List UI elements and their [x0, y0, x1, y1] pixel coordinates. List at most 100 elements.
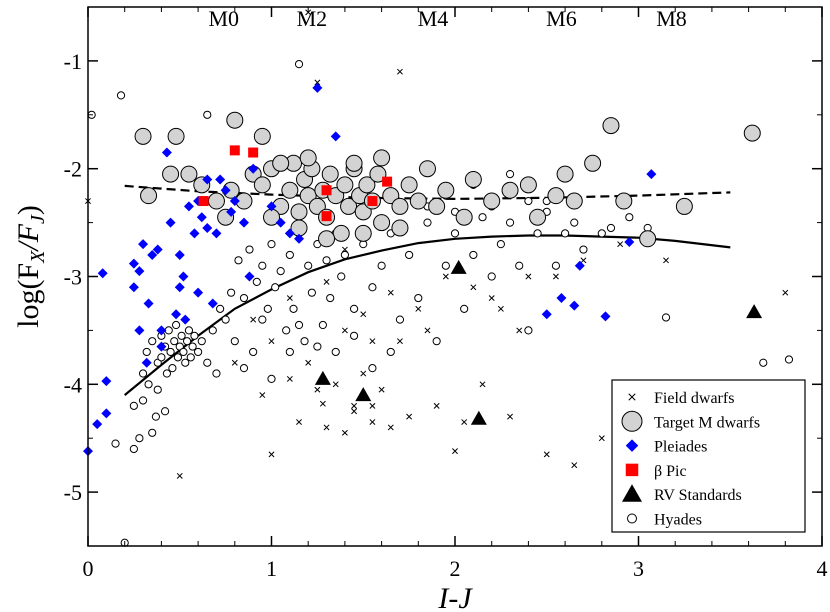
- spectral-type-labels: M0 M2 M4 M6 M8: [209, 6, 687, 31]
- data-point: [409, 192, 427, 210]
- data-point: [570, 218, 579, 227]
- data-point: [153, 385, 162, 394]
- data-point: [358, 176, 376, 194]
- y-axis-title-mid: /F: [12, 223, 45, 252]
- y-axis-title: log(FX/FJ): [12, 205, 49, 328]
- data-point: [524, 196, 533, 206]
- data-point: [173, 353, 183, 362]
- data-point: [639, 230, 657, 248]
- data-points: [83, 9, 794, 547]
- legend-label: Field dwarfs: [654, 390, 734, 407]
- data-point: [349, 304, 359, 313]
- data-point: [305, 359, 312, 366]
- data-point: [341, 246, 348, 253]
- data-point: [584, 154, 602, 172]
- data-point: [249, 347, 258, 357]
- data-point: [464, 170, 482, 188]
- data-point: [602, 117, 620, 135]
- data-point: [198, 196, 209, 207]
- data-point: [227, 288, 236, 297]
- data-point: [556, 293, 567, 304]
- data-point: [258, 315, 267, 324]
- data-point: [442, 273, 449, 280]
- data-point: [152, 244, 163, 255]
- data-point: [571, 462, 578, 469]
- data-point: [116, 91, 126, 100]
- data-point: [400, 176, 418, 194]
- data-point: [351, 408, 358, 415]
- data-point: [142, 347, 151, 357]
- series-target-m-dwarfs: [134, 111, 761, 248]
- data-point: [186, 353, 195, 362]
- data-point: [450, 259, 467, 274]
- data-point: [171, 309, 182, 320]
- data-point: [340, 250, 349, 260]
- data-point: [782, 289, 789, 296]
- data-point: [128, 258, 139, 269]
- legend-marker: [627, 513, 637, 524]
- data-point: [428, 197, 446, 215]
- data-point: [129, 401, 138, 410]
- data-point: [784, 355, 794, 364]
- data-point: [92, 419, 103, 430]
- data-point: [387, 289, 394, 296]
- legend-marker: [628, 393, 636, 401]
- data-point: [174, 249, 185, 260]
- data-point: [272, 154, 290, 172]
- data-point: [321, 185, 332, 196]
- data-point: [156, 325, 167, 336]
- data-point: [183, 201, 194, 212]
- data-point: [220, 185, 231, 196]
- data-point: [369, 165, 387, 183]
- data-point: [327, 187, 345, 205]
- data-point: [147, 249, 158, 260]
- fit-curves: [124, 184, 731, 396]
- data-point: [182, 337, 192, 346]
- data-point: [197, 337, 206, 346]
- data-point: [360, 311, 367, 318]
- data-point: [181, 358, 190, 367]
- data-point: [312, 82, 323, 93]
- data-point: [299, 187, 317, 205]
- data-point: [144, 380, 153, 389]
- x-tick-label: 0: [83, 556, 94, 581]
- data-point: [525, 273, 532, 280]
- legend-box: [611, 379, 806, 533]
- data-point: [351, 402, 358, 409]
- data-point: [314, 386, 321, 393]
- data-point: [318, 230, 336, 248]
- data-point: [580, 257, 587, 264]
- data-point: [326, 293, 335, 303]
- data-point: [746, 304, 763, 319]
- y-axis-title-post: ): [12, 205, 45, 215]
- data-point: [138, 396, 148, 405]
- data-point: [174, 282, 185, 293]
- data-point: [284, 228, 295, 239]
- spectral-type-label: M2: [297, 6, 328, 31]
- y-tick-label: -2: [64, 157, 82, 182]
- data-point: [569, 300, 580, 311]
- series--pic: [198, 145, 393, 222]
- data-point: [170, 337, 179, 346]
- data-point: [226, 111, 244, 129]
- x-tick-label: 1: [266, 556, 277, 581]
- data-point: [433, 402, 440, 409]
- data-point: [337, 272, 346, 281]
- data-point: [360, 370, 367, 377]
- data-point: [300, 337, 309, 346]
- data-point: [250, 316, 257, 323]
- data-point: [452, 448, 458, 455]
- data-point: [515, 261, 524, 270]
- y-tick-label: -5: [64, 480, 82, 505]
- data-point: [286, 295, 293, 302]
- data-point: [617, 241, 624, 248]
- data-point: [332, 224, 350, 242]
- data-point: [561, 229, 570, 238]
- spectral-type-label: M4: [418, 6, 449, 31]
- data-point: [166, 347, 175, 357]
- legend-label: Target M dwarfs: [654, 414, 760, 431]
- legend-marker: [621, 410, 643, 432]
- data-point: [598, 435, 605, 442]
- data-point: [271, 283, 280, 292]
- data-point: [624, 237, 635, 248]
